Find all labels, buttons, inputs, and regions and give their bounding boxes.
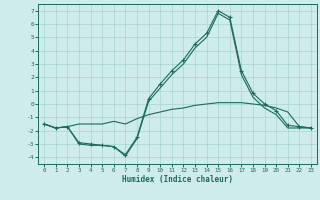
X-axis label: Humidex (Indice chaleur): Humidex (Indice chaleur)	[122, 175, 233, 184]
